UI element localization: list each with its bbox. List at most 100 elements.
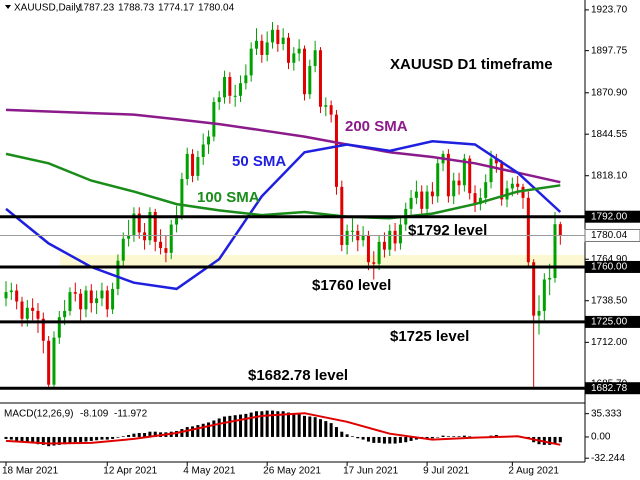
macd-bar: [47, 436, 51, 447]
macd-bar: [558, 436, 562, 443]
candle-body: [4, 292, 8, 299]
signal-line: [5, 412, 561, 446]
macd-bar: [185, 427, 189, 437]
header-icon: [5, 5, 11, 9]
macd-bar: [137, 433, 141, 437]
level-label: $1725 level: [390, 328, 469, 345]
macd-bar: [377, 436, 381, 443]
macd-bar: [132, 433, 136, 437]
macd-bar: [457, 436, 461, 437]
candle-body: [89, 290, 93, 304]
macd-bar: [398, 436, 402, 443]
macd-bar: [553, 436, 557, 444]
candle-body: [420, 191, 424, 209]
macd-bar: [350, 436, 354, 437]
candle-body: [521, 186, 525, 198]
candle-body: [47, 340, 51, 385]
candle-body: [95, 298, 99, 304]
header-high: 1788.73: [118, 3, 155, 14]
candle-body: [297, 48, 301, 54]
header-close: 1780.04: [198, 3, 235, 14]
macd-bar: [308, 416, 312, 437]
macd-bar: [292, 413, 296, 437]
sma-line: [5, 108, 561, 184]
candle-body: [36, 310, 40, 319]
level-label: $1682.78 level: [248, 367, 348, 384]
macd-bar: [334, 427, 338, 437]
candle-body: [313, 50, 317, 66]
y-tick-label: 0.00: [591, 432, 611, 443]
macd-bar: [249, 412, 253, 437]
macd-bar: [180, 429, 184, 437]
candle-body: [516, 183, 520, 187]
sma-label: 200 SMA: [345, 118, 408, 135]
macd-bar: [297, 413, 301, 437]
candle-body: [478, 197, 482, 205]
candle-body: [265, 42, 269, 55]
y-tick-label: 1712.00: [591, 337, 628, 348]
candle-body: [292, 53, 296, 63]
x-tick-label: 9 Jul 2021: [423, 466, 470, 477]
candle-body: [68, 292, 72, 311]
level-box: [585, 382, 640, 395]
x-tick-label: 18 Mar 2021: [2, 466, 59, 477]
macd-bar: [121, 436, 125, 437]
macd-bar: [244, 413, 248, 437]
candle-body: [409, 197, 413, 209]
y-tick-label: 1897.75: [591, 45, 628, 56]
macd-bar: [9, 436, 13, 440]
macd-bar: [286, 412, 290, 437]
candle-body: [239, 83, 243, 96]
macd-bar: [201, 423, 205, 437]
candle-body: [452, 180, 456, 197]
candle-body: [473, 193, 477, 205]
level-label: $1792 level: [408, 222, 487, 239]
macd-bar: [73, 436, 77, 443]
macd-bar: [393, 436, 397, 444]
candle-body: [207, 136, 211, 145]
candle-body: [25, 307, 29, 319]
candle-body: [345, 230, 349, 245]
macd-bar: [425, 436, 429, 439]
macd-bar: [388, 436, 392, 444]
y-tick-label: 1818.10: [591, 170, 628, 181]
candle-body: [260, 40, 264, 55]
macd-bar: [217, 418, 221, 437]
current-price-label: 1780.04: [591, 230, 628, 241]
sma-label: 100 SMA: [197, 189, 260, 206]
macd-bar: [404, 436, 408, 443]
candle-body: [350, 230, 354, 232]
macd-bar: [366, 436, 370, 442]
candle-body: [201, 144, 205, 158]
candle-body: [302, 48, 306, 95]
macd-bar: [281, 411, 285, 437]
macd-bar: [105, 436, 109, 440]
macd-bar: [68, 436, 72, 443]
macd-bar: [95, 436, 99, 441]
macd-bar: [212, 420, 216, 437]
candle-body: [175, 215, 179, 225]
candle-body: [84, 290, 88, 310]
macd-bar: [361, 436, 365, 440]
zone: [60, 255, 585, 267]
candle-body: [196, 157, 200, 176]
candle-body: [228, 76, 232, 96]
candle-body: [468, 158, 472, 194]
macd-bar: [116, 436, 120, 438]
macd-bar: [372, 436, 376, 443]
candle-body: [271, 29, 274, 43]
candle-body: [318, 50, 322, 107]
candle-body: [185, 153, 189, 180]
candle-body: [57, 317, 61, 338]
macd-bar: [255, 411, 259, 437]
candle-body: [286, 37, 290, 63]
candle-body: [484, 182, 488, 198]
macd-bar: [452, 436, 456, 437]
candle-body: [180, 179, 184, 216]
candle-body: [105, 290, 109, 310]
candle-body: [217, 97, 221, 103]
chart-title: XAUUSD D1 timeframe: [390, 56, 553, 73]
macd-bar: [143, 433, 147, 437]
candle-body: [542, 279, 546, 311]
